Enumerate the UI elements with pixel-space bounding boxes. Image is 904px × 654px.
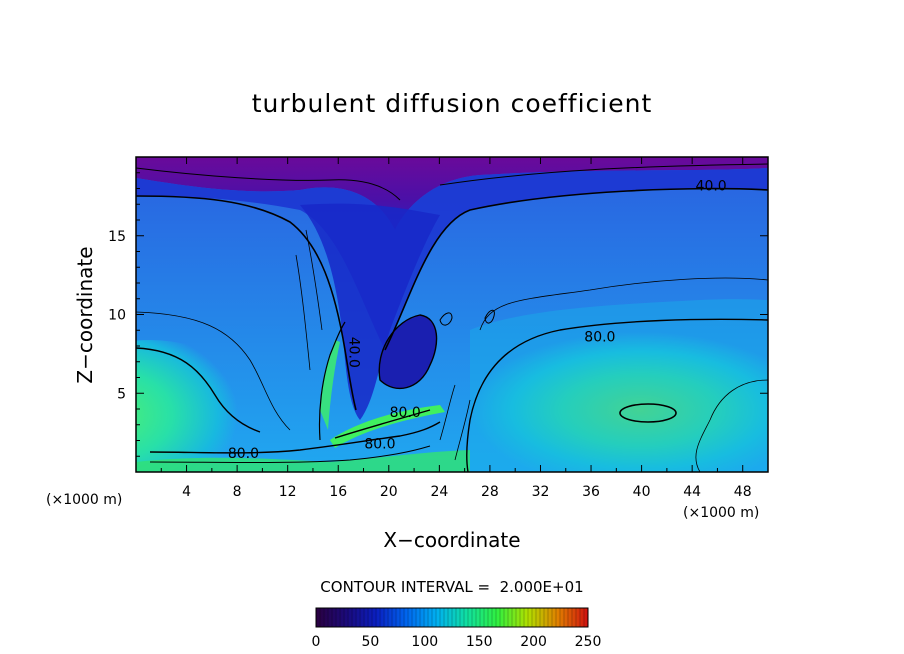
colorbar-tick-label: 250 xyxy=(575,634,602,650)
x-tick-label: 48 xyxy=(734,484,752,500)
x-tick-label: 36 xyxy=(582,484,600,500)
x-tick-label: 44 xyxy=(683,484,701,500)
contour-label: 40.0 xyxy=(346,337,362,368)
heatmap-field xyxy=(136,157,768,472)
y-tick-label: 5 xyxy=(117,386,126,402)
colorbar-tick-label: 100 xyxy=(411,634,438,650)
colorbar-gradient xyxy=(316,608,588,627)
contour-label: 80.0 xyxy=(364,437,395,453)
y-axis-ticks: 5 10 15 xyxy=(108,172,768,457)
chart-title: turbulent diffusion coefficient xyxy=(252,89,653,118)
x-axis-label: X−coordinate xyxy=(383,528,520,552)
colorbar-frame xyxy=(315,607,589,628)
y-axis-label: Z−coordinate xyxy=(73,246,97,383)
colorbar-ticks: 0 50 100 150 200 250 xyxy=(312,634,602,650)
x-tick-label: 8 xyxy=(233,484,242,500)
x-tick-label: 4 xyxy=(182,484,191,500)
colorbar-tick-label: 200 xyxy=(520,634,547,650)
x-tick-label: 32 xyxy=(532,484,550,500)
x-unit-label-left: (×1000 m) xyxy=(46,492,122,508)
colorbar-tick-label: 0 xyxy=(312,634,321,650)
contour-label: 40.0 xyxy=(696,178,727,194)
colorbar-tick-label: 150 xyxy=(466,634,493,650)
contour-interval-text: CONTOUR INTERVAL = 2.000E+01 xyxy=(320,578,583,596)
x-axis-ticks: 4 8 12 16 20 24 28 32 36 40 44 48 xyxy=(160,157,752,500)
contour-labels: 40.0 80.0 40.0 80.0 80.0 80.0 xyxy=(228,178,727,462)
y-tick-label: 15 xyxy=(108,229,126,245)
x-tick-label: 16 xyxy=(329,484,347,500)
contour-label: 80.0 xyxy=(228,446,259,462)
x-unit-label-right: (×1000 m) xyxy=(683,505,759,521)
colorbar-stripes xyxy=(319,608,585,627)
x-tick-label: 40 xyxy=(633,484,651,500)
x-tick-label: 12 xyxy=(279,484,297,500)
colorbar-tick-label: 50 xyxy=(361,634,379,650)
contour-label: 80.0 xyxy=(584,330,615,346)
colorbar: 0 50 100 150 200 250 xyxy=(312,607,602,650)
contour-label: 80.0 xyxy=(390,405,421,421)
x-tick-label: 20 xyxy=(380,484,398,500)
x-tick-label: 24 xyxy=(430,484,448,500)
y-tick-label: 10 xyxy=(108,308,126,324)
x-tick-label: 28 xyxy=(481,484,499,500)
